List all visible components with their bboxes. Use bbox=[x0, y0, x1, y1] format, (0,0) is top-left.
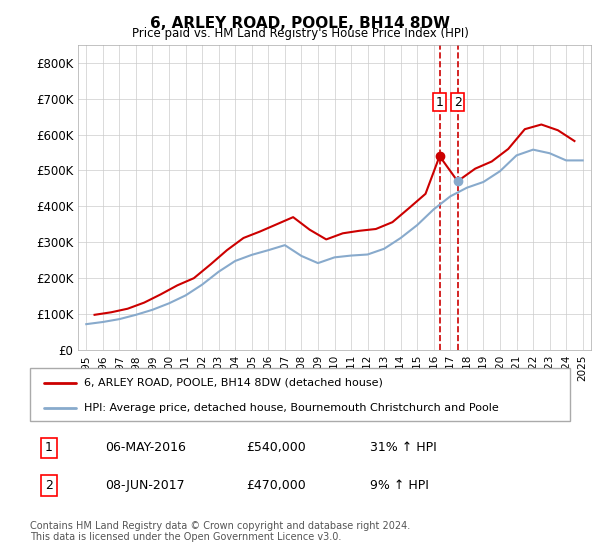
Text: 6, ARLEY ROAD, POOLE, BH14 8DW (detached house): 6, ARLEY ROAD, POOLE, BH14 8DW (detached… bbox=[84, 378, 383, 388]
Text: Price paid vs. HM Land Registry's House Price Index (HPI): Price paid vs. HM Land Registry's House … bbox=[131, 27, 469, 40]
Text: 1: 1 bbox=[436, 96, 443, 109]
Text: 6, ARLEY ROAD, POOLE, BH14 8DW: 6, ARLEY ROAD, POOLE, BH14 8DW bbox=[150, 16, 450, 31]
Text: £470,000: £470,000 bbox=[246, 479, 306, 492]
FancyBboxPatch shape bbox=[30, 368, 570, 421]
Text: 1: 1 bbox=[45, 441, 53, 454]
Text: 08-JUN-2017: 08-JUN-2017 bbox=[106, 479, 185, 492]
Text: 2: 2 bbox=[45, 479, 53, 492]
Text: HPI: Average price, detached house, Bournemouth Christchurch and Poole: HPI: Average price, detached house, Bour… bbox=[84, 403, 499, 413]
Text: Contains HM Land Registry data © Crown copyright and database right 2024.
This d: Contains HM Land Registry data © Crown c… bbox=[30, 521, 410, 543]
Text: 31% ↑ HPI: 31% ↑ HPI bbox=[370, 441, 437, 454]
Text: 9% ↑ HPI: 9% ↑ HPI bbox=[370, 479, 429, 492]
Text: 06-MAY-2016: 06-MAY-2016 bbox=[106, 441, 187, 454]
Text: 2: 2 bbox=[454, 96, 461, 109]
Text: £540,000: £540,000 bbox=[246, 441, 306, 454]
